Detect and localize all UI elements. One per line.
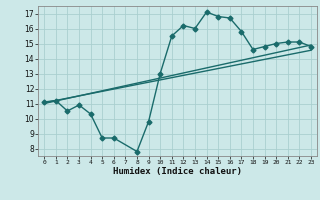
X-axis label: Humidex (Indice chaleur): Humidex (Indice chaleur) xyxy=(113,167,242,176)
